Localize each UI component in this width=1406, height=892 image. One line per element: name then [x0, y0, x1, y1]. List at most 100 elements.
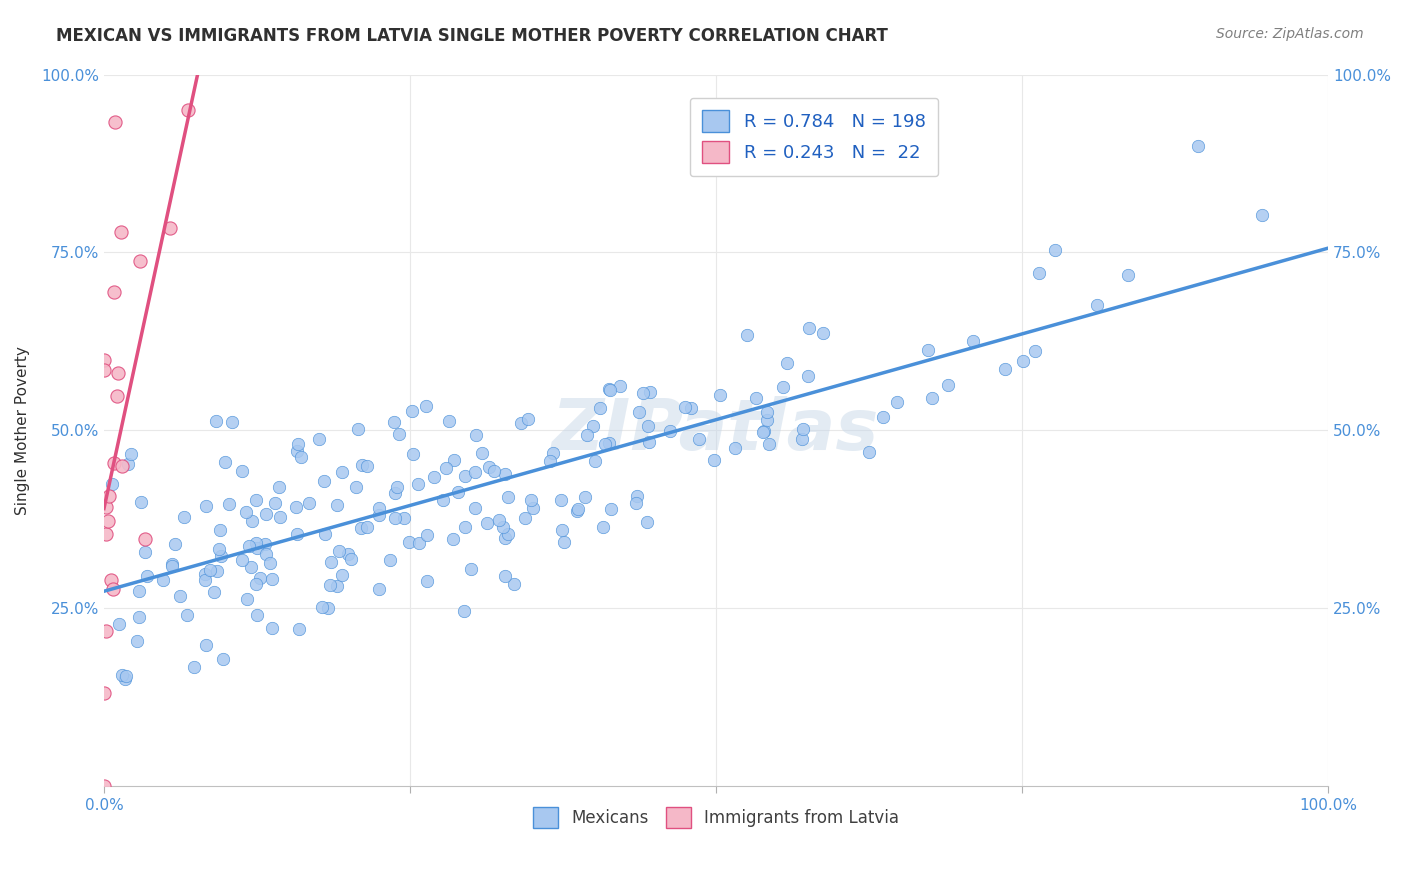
- Point: [260, 572, 283, 586]
- Point: [285, 444, 308, 458]
- Point: [319, 578, 342, 592]
- Point: [394, 511, 416, 525]
- Point: [111, 668, 134, 682]
- Point: [207, 564, 229, 578]
- Point: [314, 527, 336, 541]
- Point: [752, 425, 775, 440]
- Point: [125, 634, 148, 648]
- Point: [453, 604, 475, 618]
- Point: [1011, 354, 1033, 368]
- Point: [253, 537, 276, 551]
- Point: [159, 221, 181, 235]
- Point: [1028, 267, 1050, 281]
- Point: [328, 544, 350, 558]
- Point: [709, 387, 731, 401]
- Point: [886, 394, 908, 409]
- Point: [637, 434, 659, 449]
- Point: [494, 531, 516, 545]
- Point: [264, 496, 287, 510]
- Point: [114, 672, 136, 686]
- Point: [454, 519, 477, 533]
- Text: ZIPatlas: ZIPatlas: [553, 396, 880, 465]
- Point: [194, 566, 217, 581]
- Point: [583, 453, 606, 467]
- Point: [284, 500, 307, 515]
- Point: [134, 532, 156, 546]
- Point: [872, 410, 894, 425]
- Point: [326, 498, 349, 512]
- Point: [129, 253, 152, 268]
- Point: [631, 386, 654, 401]
- Point: [314, 474, 336, 488]
- Point: [107, 367, 129, 381]
- Point: [103, 456, 125, 470]
- Point: [326, 579, 349, 593]
- Point: [496, 490, 519, 504]
- Point: [1043, 243, 1066, 257]
- Point: [402, 447, 425, 461]
- Point: [287, 436, 309, 450]
- Point: [97, 489, 120, 503]
- Point: [792, 432, 814, 446]
- Point: [344, 480, 367, 494]
- Point: [574, 490, 596, 504]
- Point: [208, 523, 231, 537]
- Point: [290, 450, 312, 464]
- Point: [367, 508, 389, 523]
- Point: [337, 547, 360, 561]
- Point: [194, 499, 217, 513]
- Point: [103, 285, 125, 299]
- Y-axis label: Single Mother Poverty: Single Mother Poverty: [15, 346, 30, 515]
- Point: [93, 352, 115, 367]
- Point: [165, 536, 187, 550]
- Point: [416, 528, 439, 542]
- Point: [245, 535, 267, 549]
- Point: [679, 401, 702, 415]
- Point: [136, 568, 159, 582]
- Point: [502, 576, 524, 591]
- Point: [101, 477, 124, 491]
- Point: [254, 508, 277, 522]
- Point: [160, 557, 183, 571]
- Point: [553, 535, 575, 549]
- Point: [267, 480, 290, 494]
- Point: [384, 510, 406, 524]
- Point: [177, 103, 200, 117]
- Point: [406, 476, 429, 491]
- Point: [494, 569, 516, 583]
- Point: [627, 405, 650, 419]
- Point: [962, 334, 984, 348]
- Point: [565, 504, 588, 518]
- Point: [194, 573, 217, 587]
- Point: [598, 436, 620, 450]
- Point: [638, 384, 661, 399]
- Point: [703, 452, 725, 467]
- Text: MEXICAN VS IMMIGRANTS FROM LATVIA SINGLE MOTHER POVERTY CORRELATION CHART: MEXICAN VS IMMIGRANTS FROM LATVIA SINGLE…: [56, 27, 889, 45]
- Point: [97, 514, 120, 528]
- Point: [100, 574, 122, 588]
- Point: [551, 523, 574, 537]
- Point: [589, 401, 612, 415]
- Point: [488, 513, 510, 527]
- Point: [541, 445, 564, 459]
- Point: [356, 520, 378, 534]
- Point: [240, 514, 263, 528]
- Point: [259, 556, 281, 570]
- Point: [401, 404, 423, 418]
- Point: [776, 356, 799, 370]
- Point: [287, 622, 309, 636]
- Point: [96, 527, 118, 541]
- Point: [745, 391, 768, 405]
- Point: [460, 561, 482, 575]
- Point: [214, 455, 236, 469]
- Point: [202, 584, 225, 599]
- Point: [592, 520, 614, 534]
- Point: [599, 383, 621, 397]
- Point: [231, 553, 253, 567]
- Point: [128, 610, 150, 624]
- Point: [432, 493, 454, 508]
- Point: [447, 485, 470, 500]
- Point: [249, 571, 271, 585]
- Point: [509, 416, 531, 430]
- Point: [240, 559, 263, 574]
